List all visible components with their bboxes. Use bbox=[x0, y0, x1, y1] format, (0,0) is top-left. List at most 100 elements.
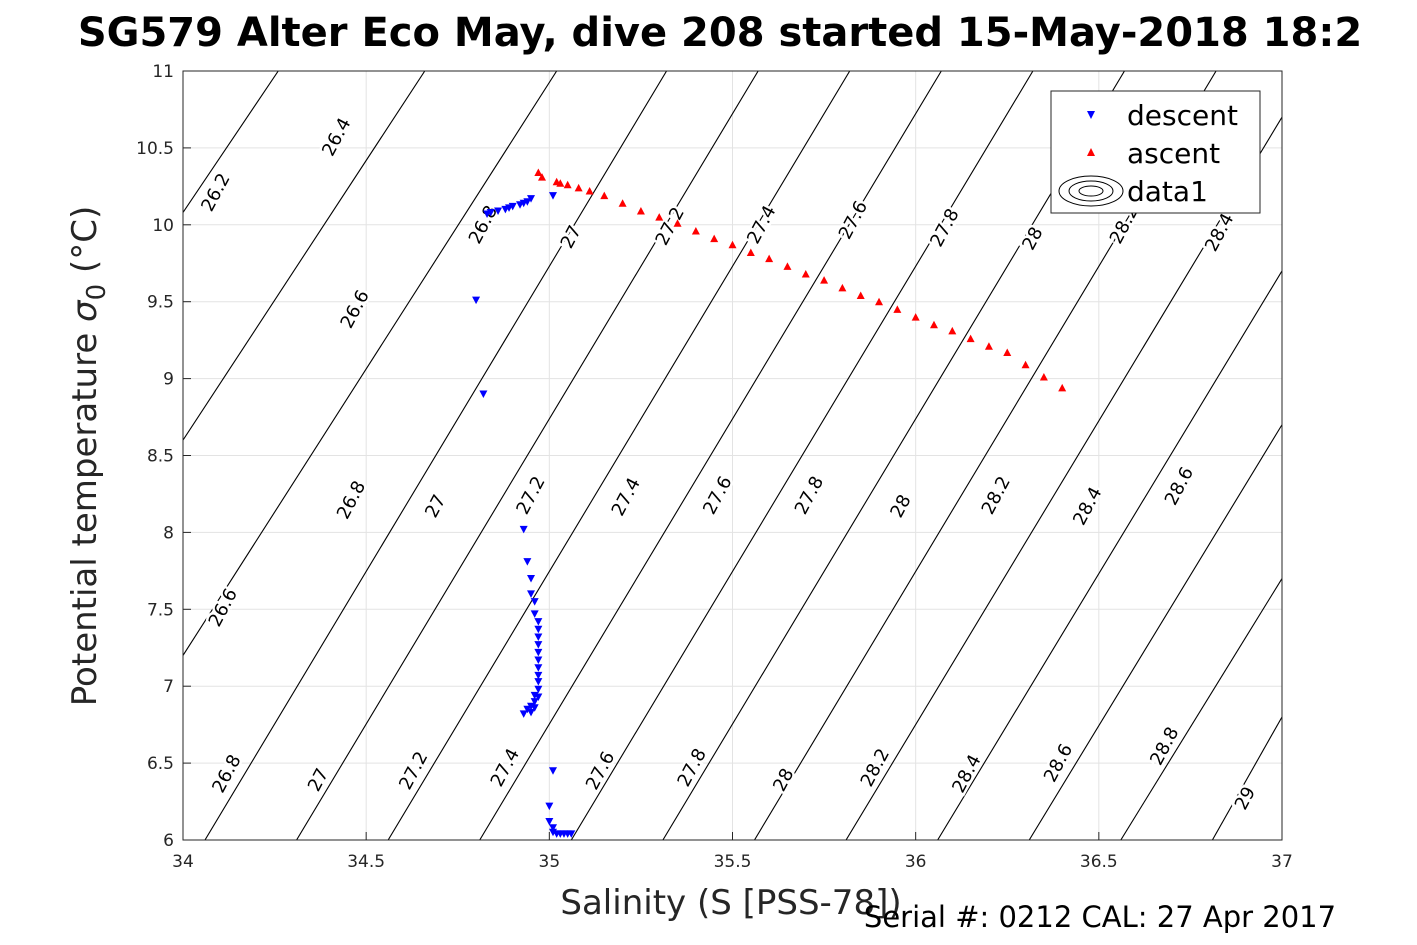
legend-descent-marker bbox=[1087, 111, 1095, 119]
y-tick-label: 8.5 bbox=[147, 447, 174, 467]
ascent-point bbox=[1058, 383, 1067, 392]
ascent-point bbox=[538, 173, 547, 181]
x-tick-label: 36 bbox=[905, 852, 927, 872]
series-ascent bbox=[534, 168, 1067, 392]
serial-cal-footer: Serial #: 0212 CAL: 27 Apr 2017 bbox=[864, 900, 1336, 934]
ascent-point bbox=[556, 179, 565, 187]
ascent-point bbox=[746, 248, 755, 256]
y-tick-label: 8 bbox=[163, 523, 174, 543]
ascent-point bbox=[618, 199, 627, 207]
descent-point bbox=[534, 664, 543, 672]
descent-point bbox=[527, 195, 536, 203]
ascent-point bbox=[838, 283, 847, 292]
descent-point bbox=[534, 618, 543, 626]
x-axis-ticks: 34 34.5 35 35.5 36 36.5 37 bbox=[172, 832, 1293, 872]
ascent-point bbox=[563, 180, 572, 189]
ascent-point bbox=[673, 219, 682, 227]
ascent-point bbox=[574, 183, 583, 192]
ascent-point bbox=[765, 254, 774, 263]
y-axis-label-unit: (°C) bbox=[65, 206, 105, 284]
descent-point bbox=[534, 671, 543, 680]
ascent-point bbox=[1021, 360, 1030, 369]
y-tick-label: 7 bbox=[163, 677, 174, 697]
density-contour-line bbox=[1120, 578, 1282, 840]
data-series bbox=[472, 168, 1067, 838]
legend-item-data1: data1 bbox=[1058, 175, 1208, 208]
descent-point bbox=[548, 767, 557, 775]
density-contour-line bbox=[570, 71, 1034, 840]
y-axis-ticks: 6 6.5 7 7.5 8 8.5 9 9.5 10 10.5 11 bbox=[136, 62, 191, 851]
y-axis-label-text: Potential temperature bbox=[65, 322, 105, 706]
legend-box bbox=[1050, 90, 1261, 214]
density-contour-line bbox=[204, 71, 668, 840]
x-tick-label: 34 bbox=[172, 852, 194, 872]
series-descent bbox=[472, 192, 576, 838]
density-contours bbox=[183, 71, 1282, 840]
y-tick-label: 6.5 bbox=[147, 754, 174, 774]
y-tick-label: 6 bbox=[163, 831, 174, 851]
ascent-point bbox=[984, 342, 993, 350]
ascent-point bbox=[929, 320, 938, 329]
ascent-point bbox=[820, 276, 829, 284]
ascent-point bbox=[710, 234, 719, 243]
y-tick-label: 10 bbox=[152, 216, 174, 236]
legend-item-descent: descent bbox=[1087, 99, 1238, 132]
x-axis-label: Salinity (S [PSS-78]) bbox=[560, 883, 901, 923]
descent-point bbox=[530, 704, 539, 712]
ascent-point bbox=[636, 206, 645, 215]
legend-label-data1: data1 bbox=[1127, 175, 1208, 208]
ascent-point bbox=[783, 262, 792, 270]
density-contour-line bbox=[1211, 716, 1282, 840]
chart-title: SG579 Alter Eco May, dive 208 started 15… bbox=[78, 10, 1362, 56]
x-tick-label: 37 bbox=[1271, 852, 1293, 872]
descent-point bbox=[534, 633, 543, 641]
ascent-point bbox=[691, 226, 700, 235]
ascent-point bbox=[948, 326, 957, 335]
descent-point bbox=[548, 192, 557, 200]
descent-point bbox=[534, 625, 543, 634]
density-contour-line bbox=[479, 71, 942, 840]
descent-point bbox=[534, 693, 543, 701]
density-contour-line bbox=[183, 71, 558, 656]
x-tick-label: 36.5 bbox=[1080, 852, 1118, 872]
ascent-point bbox=[911, 313, 920, 321]
descent-point bbox=[530, 598, 539, 606]
descent-point bbox=[534, 641, 543, 649]
descent-point bbox=[527, 590, 536, 598]
legend-contour-icon bbox=[1058, 175, 1124, 207]
legend-item-ascent: ascent bbox=[1087, 137, 1220, 170]
descent-point bbox=[483, 210, 492, 219]
density-contour-line bbox=[183, 71, 426, 441]
legend-ascent-marker bbox=[1087, 148, 1095, 156]
density-contour-line bbox=[1028, 424, 1282, 840]
descent-point bbox=[567, 830, 576, 838]
ascent-point bbox=[875, 297, 884, 306]
descent-point bbox=[534, 678, 543, 686]
descent-point bbox=[516, 201, 525, 209]
x-tick-label: 35 bbox=[539, 852, 561, 872]
descent-point bbox=[519, 525, 528, 534]
ascent-point bbox=[600, 191, 609, 200]
ascent-point bbox=[893, 305, 902, 313]
y-tick-label: 10.5 bbox=[136, 139, 174, 159]
legend-label-descent: descent bbox=[1127, 99, 1238, 132]
descent-point bbox=[534, 648, 543, 657]
legend: descent ascent data1 bbox=[1050, 90, 1261, 214]
x-tick-label: 35.5 bbox=[714, 852, 752, 872]
descent-point bbox=[501, 205, 510, 214]
descent-point bbox=[527, 575, 536, 583]
descent-point bbox=[530, 610, 539, 618]
density-contour-line bbox=[845, 116, 1282, 840]
density-contour-line bbox=[662, 71, 1125, 840]
descent-point bbox=[548, 824, 557, 832]
descent-point bbox=[494, 207, 503, 215]
ascent-point bbox=[856, 291, 865, 300]
descent-point bbox=[523, 558, 532, 566]
descent-point bbox=[534, 685, 543, 694]
legend-label-ascent: ascent bbox=[1127, 137, 1220, 170]
descent-point bbox=[534, 656, 543, 665]
y-axis-label-subscript: 0 bbox=[82, 284, 112, 301]
density-contour-line bbox=[183, 71, 279, 213]
y-axis-label: Potential temperature σ0 (°C) bbox=[65, 206, 112, 706]
